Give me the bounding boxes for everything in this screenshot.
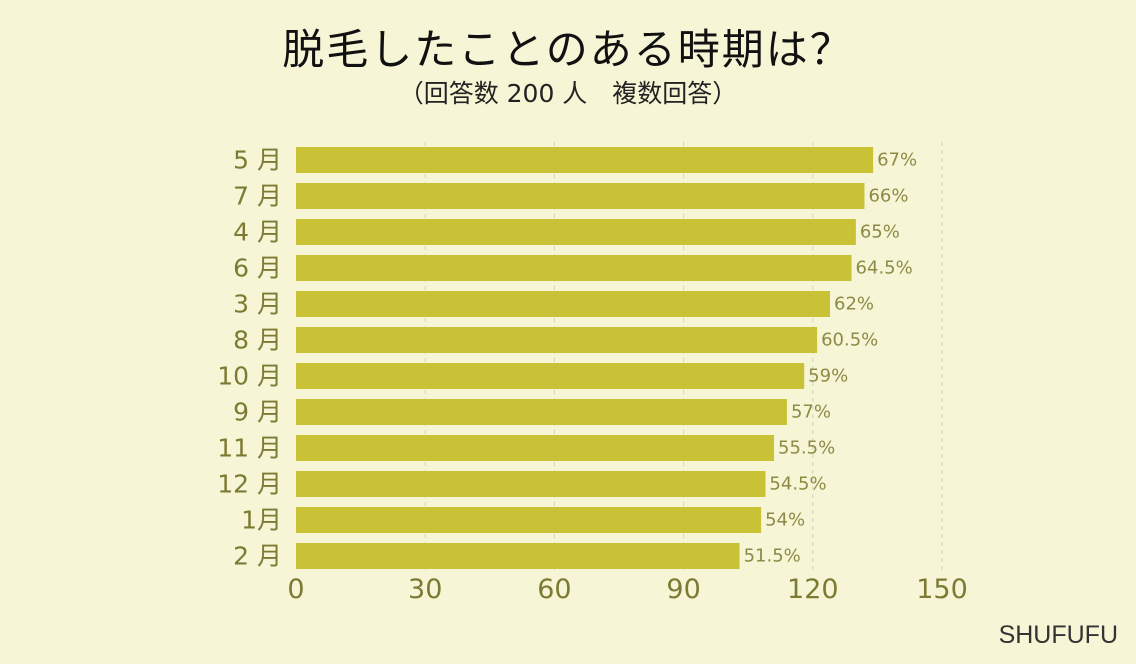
- x-tick-label: 60: [537, 574, 571, 605]
- x-tick-label: 0: [287, 574, 304, 605]
- chart-subtitle: （回答数 200 人 複数回答）: [398, 79, 738, 108]
- category-label: 12 月: [217, 470, 282, 499]
- bar: [296, 147, 874, 173]
- category-label: 11 月: [217, 434, 282, 463]
- value-label: 60.5%: [821, 330, 878, 351]
- bar: [296, 507, 762, 533]
- value-label: 59%: [808, 366, 848, 387]
- category-label: 10 月: [217, 362, 282, 391]
- x-tick-label: 120: [787, 574, 839, 605]
- bar: [296, 255, 852, 281]
- value-label: 54.5%: [769, 474, 826, 495]
- category-label: 4 月: [233, 218, 282, 247]
- category-label: 7 月: [233, 182, 282, 211]
- bar: [296, 327, 818, 353]
- value-label: 67%: [877, 150, 917, 171]
- value-label: 62%: [834, 294, 874, 315]
- value-label: 64.5%: [856, 258, 913, 279]
- x-tick-label: 90: [666, 574, 700, 605]
- category-label: 1月: [241, 506, 282, 535]
- value-label: 51.5%: [744, 546, 801, 567]
- category-label: 3 月: [233, 290, 282, 319]
- bar: [296, 291, 831, 317]
- category-label: 9 月: [233, 398, 282, 427]
- bar: [296, 183, 865, 209]
- bar: [296, 363, 805, 389]
- x-tick-label: 150: [916, 574, 968, 605]
- category-label: 6 月: [233, 254, 282, 283]
- bar: [296, 471, 766, 497]
- chart-title: 脱毛したことのある時期は？: [282, 25, 854, 74]
- bar: [296, 543, 740, 569]
- bar: [296, 399, 787, 425]
- category-label: 8 月: [233, 326, 282, 355]
- value-label: 66%: [868, 186, 908, 207]
- value-label: 65%: [860, 222, 900, 243]
- category-label: 5 月: [233, 146, 282, 175]
- value-label: 57%: [791, 402, 831, 423]
- x-tick-label: 30: [408, 574, 442, 605]
- brand-logo-text: SHUFUFU: [998, 621, 1118, 649]
- bar: [296, 435, 775, 461]
- value-label: 54%: [765, 510, 805, 531]
- bar: [296, 219, 856, 245]
- value-label: 55.5%: [778, 438, 835, 459]
- category-label: 2 月: [233, 542, 282, 571]
